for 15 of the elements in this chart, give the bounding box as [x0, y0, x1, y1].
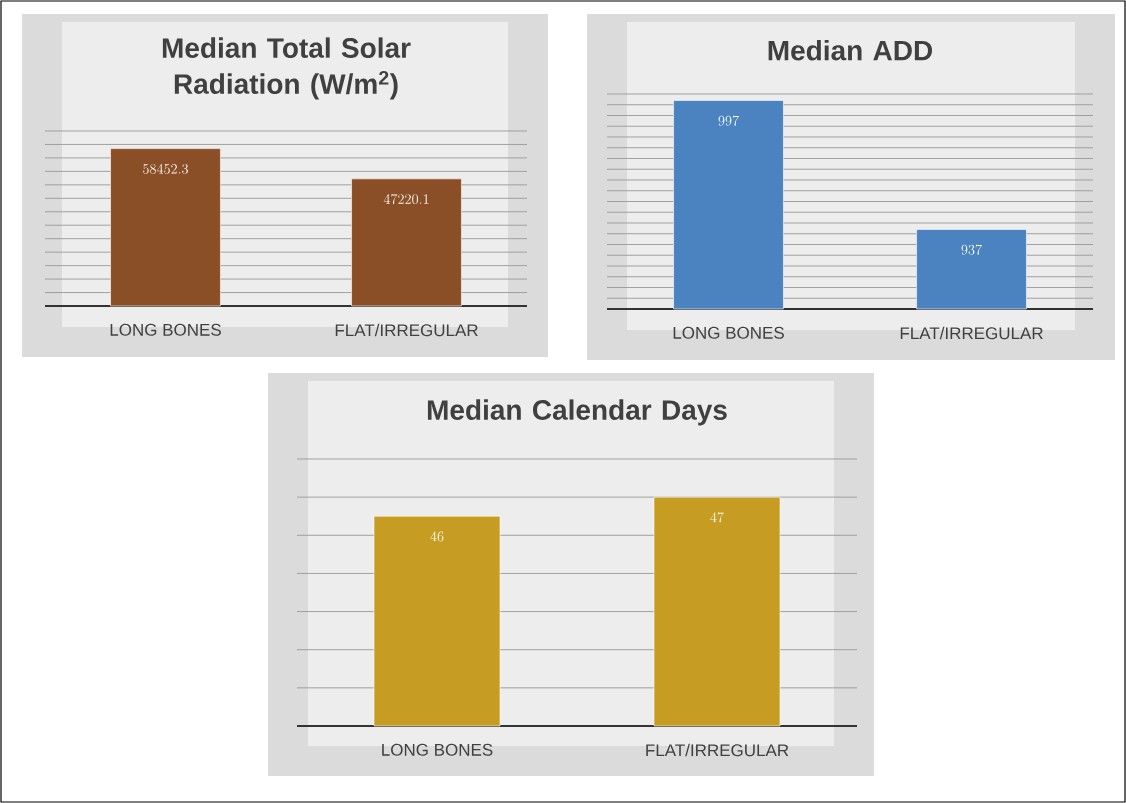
x-tick-label: FLAT/IRREGULAR [900, 326, 1043, 340]
chart-title: Median Calendar Days [427, 399, 727, 426]
data-label: 997 [718, 115, 739, 126]
x-tick-label: FLAT/IRREGULAR [335, 323, 478, 337]
data-label: 47 [710, 512, 724, 523]
data-label: 46 [430, 531, 444, 542]
x-tick-label: FLAT/IRREGULAR [646, 743, 789, 757]
x-tick-label: LONG BONES [382, 743, 493, 756]
data-label: 47220. 1 [383, 194, 429, 205]
data-label: 58452.3 [143, 163, 189, 174]
chart-title: Median ADD [768, 39, 933, 61]
x-tick-label: LONG BONES [673, 326, 784, 339]
chart-title: Median Total Solar Radiation (W/m$^{2}$) [162, 37, 411, 100]
x-tick-label: LONG BONES [110, 323, 221, 336]
data-label: 937 [961, 244, 982, 255]
